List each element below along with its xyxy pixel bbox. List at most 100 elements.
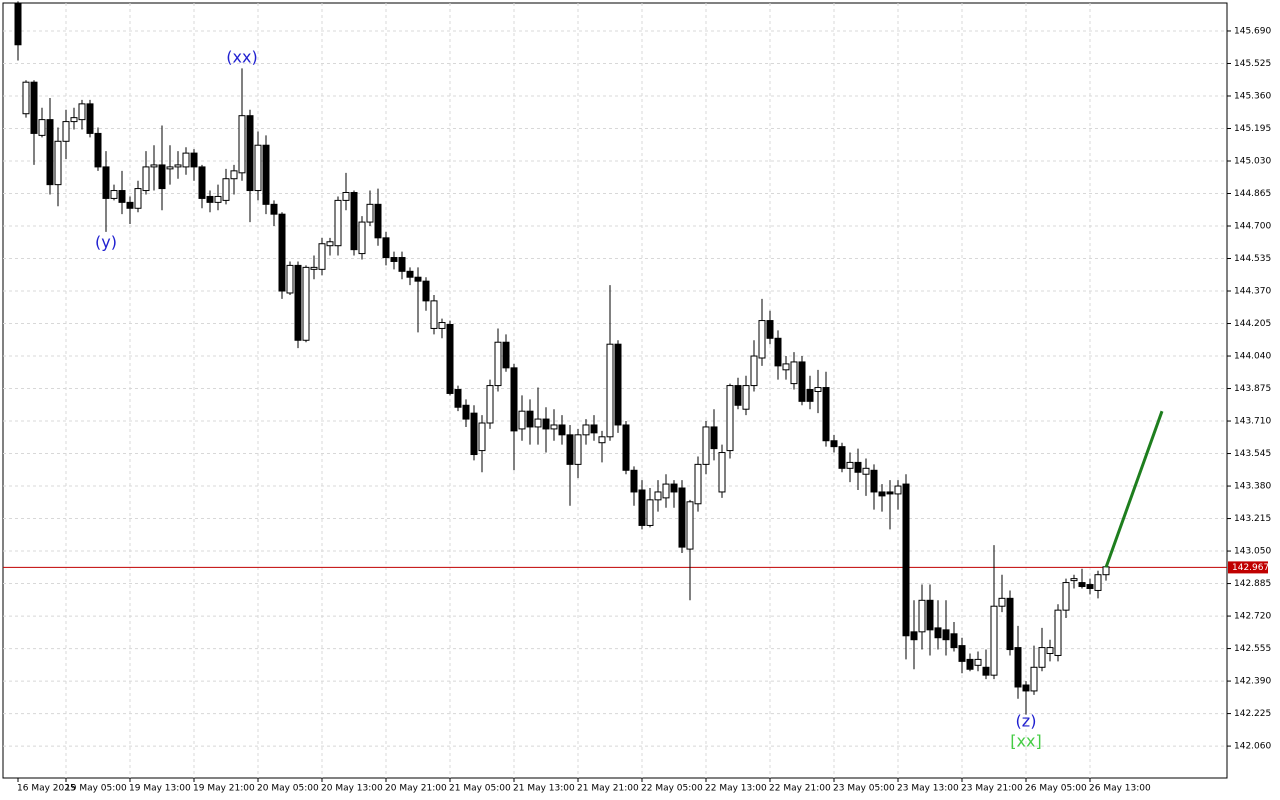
candle-body: [550, 424, 558, 430]
x-tick-label: 19 May 21:00: [193, 784, 255, 794]
candle-body: [1094, 574, 1102, 591]
y-tick-label: 144.205: [1234, 319, 1271, 329]
candle-body: [646, 499, 654, 526]
candle-body: [1022, 684, 1030, 692]
wave-label: (z): [1016, 712, 1037, 731]
x-tick-label: 20 May 21:00: [385, 784, 447, 794]
candle-body: [414, 276, 422, 282]
x-tick-label: 22 May 05:00: [641, 784, 703, 794]
candle-body: [334, 199, 342, 247]
candle-body: [166, 166, 174, 170]
candle-body: [486, 385, 494, 424]
y-tick-label: 142.720: [1234, 612, 1271, 622]
candle-body: [1070, 578, 1078, 582]
price-tag: [1228, 561, 1268, 574]
x-tick-label: 22 May 21:00: [769, 784, 831, 794]
candle-body: [430, 300, 438, 329]
candle-body: [502, 341, 510, 369]
candle-body: [974, 658, 982, 666]
x-tick-label: 16 May 2025: [17, 784, 76, 794]
candle-body: [614, 343, 622, 426]
wave-label: (y): [95, 232, 117, 251]
x-tick-label: 19 May 05:00: [65, 784, 127, 794]
candle-body: [318, 243, 326, 270]
candle-body: [718, 452, 726, 493]
candle-body: [398, 257, 406, 272]
candle-body: [694, 463, 702, 505]
candle-body: [830, 440, 838, 448]
candle-body: [1014, 647, 1022, 688]
candle-body: [286, 264, 294, 294]
wave-label: (xx): [226, 47, 257, 66]
candle-body: [46, 119, 54, 186]
wave-label: [xx]: [1010, 732, 1041, 751]
candle-body: [126, 201, 134, 209]
candle-body: [990, 605, 998, 676]
candle-body: [798, 361, 806, 402]
candle-body: [110, 190, 118, 199]
y-tick-label: 144.535: [1234, 254, 1271, 264]
candle-body: [310, 266, 318, 270]
candle-body: [590, 424, 598, 434]
candle-body: [750, 355, 758, 387]
y-tick-label: 145.690: [1234, 26, 1271, 36]
candle-body: [350, 192, 358, 251]
candle-body: [302, 266, 310, 341]
y-tick-label: 145.195: [1234, 124, 1271, 134]
candle-body: [734, 385, 742, 406]
candle-body: [598, 436, 606, 444]
y-tick-label: 144.040: [1234, 352, 1271, 362]
candle-body: [534, 418, 542, 428]
candle-body: [382, 237, 390, 259]
y-tick-label: 142.225: [1234, 709, 1271, 719]
candle-body: [838, 446, 846, 469]
candle-body: [342, 192, 350, 201]
candle-body: [966, 658, 974, 670]
projection-line: [1104, 410, 1164, 568]
y-tick-label: 142.555: [1234, 644, 1271, 654]
x-tick-label: 19 May 13:00: [129, 784, 191, 794]
candle-body: [438, 322, 446, 329]
candle-body: [782, 363, 790, 371]
candle-body: [958, 645, 966, 662]
candle-body: [14, 2, 22, 46]
candle-body: [182, 152, 190, 168]
candle-body: [422, 280, 430, 302]
candle-body: [118, 190, 126, 203]
x-tick-label: 20 May 13:00: [321, 784, 383, 794]
y-tick-label: 145.525: [1234, 59, 1271, 69]
candle-body: [94, 132, 102, 168]
candle-body: [582, 424, 590, 436]
candle-body: [926, 599, 934, 631]
candle-body: [446, 324, 454, 394]
candle-body: [686, 501, 694, 550]
candle-body: [134, 188, 142, 209]
candle-body: [158, 164, 166, 190]
candle-body: [950, 633, 958, 649]
candle-body: [270, 203, 278, 215]
y-tick-label: 143.710: [1234, 417, 1271, 427]
candle-body: [806, 389, 814, 402]
y-tick-label: 145.030: [1234, 156, 1271, 166]
candle-body: [254, 144, 262, 192]
candle-body: [1102, 566, 1110, 576]
candle-body: [1062, 582, 1070, 611]
y-tick-label: 144.370: [1234, 287, 1271, 297]
candle-body: [702, 426, 710, 465]
candle-body: [1054, 609, 1062, 656]
x-tick-label: 21 May 05:00: [449, 784, 511, 794]
plot-frame: [2, 2, 1228, 779]
y-tick-label: 143.050: [1234, 547, 1271, 557]
candle-body: [678, 487, 686, 548]
candle-body: [22, 81, 30, 115]
x-tick-label: 26 May 13:00: [1089, 784, 1151, 794]
y-tick-label: 144.700: [1234, 222, 1271, 232]
candle-body: [102, 166, 110, 199]
y-tick-label: 142.060: [1234, 742, 1271, 752]
candle-body: [758, 320, 766, 359]
candle-body: [566, 434, 574, 465]
x-tick-label: 23 May 21:00: [961, 784, 1023, 794]
candle-body: [654, 491, 662, 501]
